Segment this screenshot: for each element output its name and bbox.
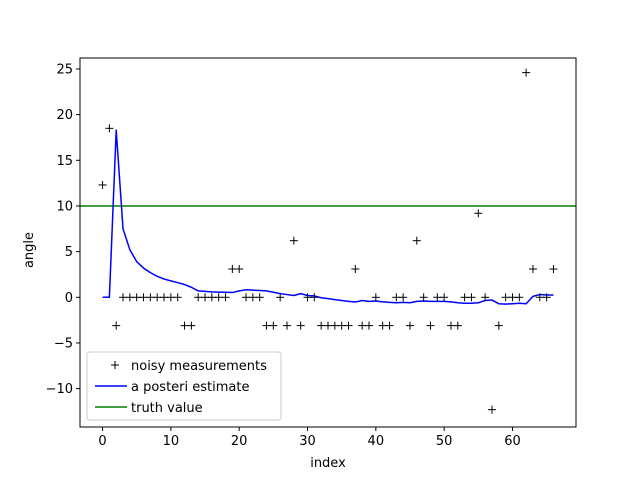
measurement-point bbox=[487, 405, 496, 414]
measurement-point bbox=[303, 293, 312, 302]
y-tick-label: 5 bbox=[65, 245, 73, 260]
y-tick-label: 0 bbox=[65, 291, 73, 306]
measurement-point bbox=[160, 293, 169, 302]
estimate-line bbox=[102, 129, 554, 305]
measurement-point bbox=[180, 321, 189, 330]
measurement-point bbox=[433, 293, 442, 302]
measurement-point bbox=[228, 264, 237, 273]
measurement-point bbox=[139, 293, 148, 302]
y-axis-label: angle bbox=[22, 232, 37, 268]
measurement-point bbox=[344, 321, 353, 330]
y-tick-label: 10 bbox=[56, 199, 73, 214]
legend-label: truth value bbox=[131, 401, 203, 416]
measurement-point bbox=[112, 321, 121, 330]
measurement-point bbox=[337, 321, 346, 330]
measurement-point bbox=[173, 293, 182, 302]
y-tick-label: 25 bbox=[56, 62, 73, 77]
x-tick-label: 60 bbox=[504, 434, 521, 449]
legend: noisy measurements a posteri estimate trut… bbox=[86, 351, 282, 421]
measurement-point bbox=[405, 321, 414, 330]
measurement-point bbox=[214, 293, 223, 302]
x-tick-label: 20 bbox=[231, 434, 248, 449]
legend-label: a posteri estimate bbox=[131, 380, 249, 395]
legend-label: noisy measurements bbox=[131, 359, 267, 374]
measurement-point bbox=[364, 321, 373, 330]
measurement-point bbox=[105, 124, 114, 133]
measurement-point bbox=[358, 321, 367, 330]
x-tick-label: 0 bbox=[98, 434, 106, 449]
measurement-point bbox=[317, 321, 326, 330]
measurement-point bbox=[166, 293, 175, 302]
y-tick-label: −5 bbox=[54, 336, 73, 351]
measurement-point bbox=[187, 321, 196, 330]
measurement-point bbox=[412, 236, 421, 245]
measurement-point bbox=[351, 264, 360, 273]
plot-area bbox=[80, 68, 576, 414]
measurement-point bbox=[522, 68, 531, 77]
x-tick-label: 30 bbox=[299, 434, 316, 449]
measurement-point bbox=[296, 321, 305, 330]
x-axis-label: index bbox=[310, 456, 346, 471]
measurement-point bbox=[467, 293, 476, 302]
measurement-point bbox=[201, 293, 210, 302]
measurement-point bbox=[378, 321, 387, 330]
measurement-point bbox=[242, 293, 251, 302]
measurement-point bbox=[235, 264, 244, 273]
measurement-point bbox=[255, 293, 264, 302]
x-tick-label: 40 bbox=[368, 434, 385, 449]
measurement-point bbox=[248, 293, 257, 302]
measurement-point bbox=[146, 293, 155, 302]
y-tick-label: −10 bbox=[46, 382, 73, 397]
measurement-point bbox=[528, 264, 537, 273]
measurement-point bbox=[535, 293, 544, 302]
measurement-point bbox=[330, 321, 339, 330]
measurement-point bbox=[276, 293, 285, 302]
measurement-point bbox=[453, 321, 462, 330]
measurement-point bbox=[207, 293, 216, 302]
measurement-point bbox=[481, 293, 490, 302]
x-tick-label: 50 bbox=[436, 434, 453, 449]
measurement-point bbox=[269, 321, 278, 330]
measurement-point bbox=[119, 293, 128, 302]
measurement-point bbox=[132, 293, 141, 302]
legend-box bbox=[86, 351, 282, 421]
measurement-point bbox=[549, 264, 558, 273]
plot-series-group bbox=[80, 68, 576, 414]
measurement-point bbox=[508, 293, 517, 302]
measurement-point bbox=[385, 321, 394, 330]
measurement-point bbox=[542, 293, 551, 302]
measurement-point bbox=[283, 321, 292, 330]
measurement-point bbox=[440, 293, 449, 302]
measurement-point bbox=[324, 321, 332, 330]
measurement-point bbox=[399, 293, 408, 302]
y-tick-label: 15 bbox=[56, 154, 73, 169]
measurement-point bbox=[515, 293, 524, 302]
measurement-point bbox=[371, 293, 380, 302]
measurement-point bbox=[125, 293, 134, 302]
measurement-point bbox=[98, 180, 107, 189]
axes: 0 10 20 30 40 50 60 −10 −5 0 5 10 15 20 25 bbox=[46, 57, 577, 449]
y-tick-label: 20 bbox=[56, 108, 73, 123]
measurement-point bbox=[194, 293, 203, 302]
measurement-point bbox=[392, 293, 401, 302]
measurement-point bbox=[474, 209, 483, 218]
measurement-point bbox=[262, 321, 271, 330]
measurement-point bbox=[310, 293, 319, 302]
measurement-point bbox=[446, 321, 455, 330]
measurement-point bbox=[460, 293, 469, 302]
axes-frame bbox=[79, 57, 577, 428]
measurement-point bbox=[419, 293, 428, 302]
x-tick-label: 10 bbox=[163, 434, 180, 449]
measurement-point bbox=[221, 293, 230, 302]
measurement-point bbox=[153, 293, 162, 302]
measurement-point bbox=[426, 321, 435, 330]
measurement-point bbox=[289, 236, 298, 245]
measurement-point bbox=[501, 293, 510, 302]
measurement-point bbox=[494, 321, 503, 330]
